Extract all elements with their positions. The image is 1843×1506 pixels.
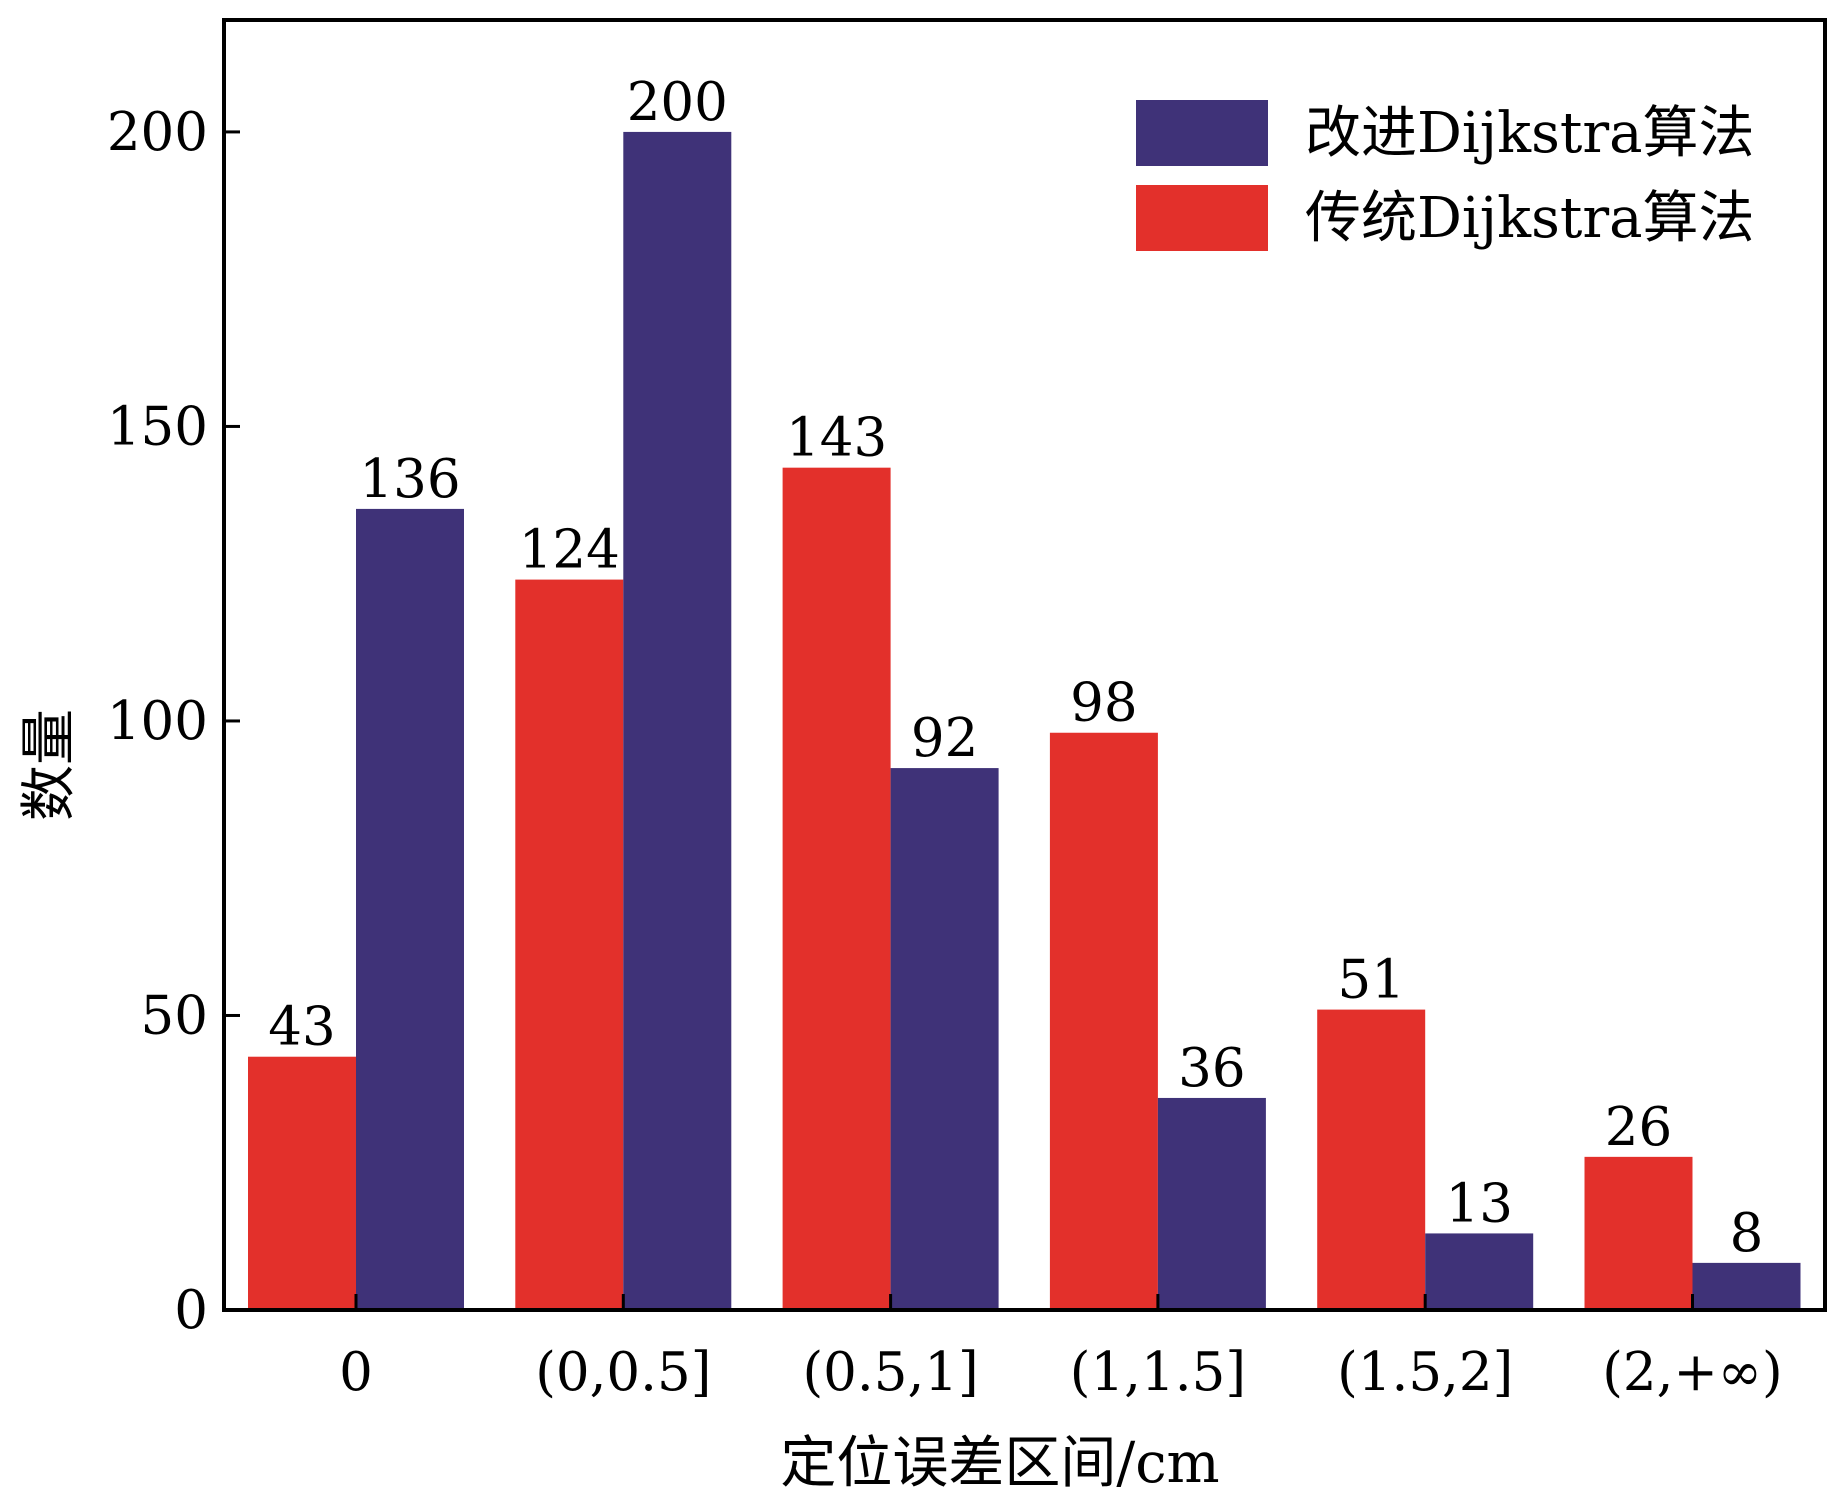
bar-improved <box>623 131 732 1310</box>
data-label: 143 <box>786 408 887 469</box>
bar-traditional <box>782 467 891 1310</box>
data-label: 92 <box>911 708 978 769</box>
bar-improved <box>890 768 999 1310</box>
bar-traditional <box>1049 732 1158 1310</box>
x-tick-label: (0.5,1] <box>802 1342 978 1403</box>
y-tick-label: 0 <box>174 1280 208 1341</box>
data-label: 51 <box>1337 950 1404 1011</box>
legend-swatch <box>1136 185 1268 251</box>
x-axis-label: 定位误差区间/cm <box>780 1431 1219 1496</box>
y-tick-label: 150 <box>107 396 208 457</box>
bar-improved <box>1425 1233 1534 1310</box>
x-tick-label: (1,1.5] <box>1070 1342 1246 1403</box>
data-label: 13 <box>1445 1173 1512 1234</box>
data-label: 98 <box>1070 673 1137 734</box>
legend-label: 改进Dijkstra算法 <box>1305 101 1755 166</box>
bar-improved <box>1157 1097 1266 1310</box>
bar-improved <box>1692 1262 1801 1310</box>
x-tick-label: (1.5,2] <box>1337 1342 1513 1403</box>
data-label: 200 <box>627 72 728 133</box>
legend-swatch <box>1136 100 1268 166</box>
data-label: 26 <box>1605 1097 1672 1158</box>
bar-improved <box>356 508 464 1310</box>
bar-traditional <box>1317 1009 1426 1310</box>
plot-frame <box>222 18 1827 1312</box>
data-label: 36 <box>1178 1038 1245 1099</box>
legend-label: 传统Dijkstra算法 <box>1305 186 1755 251</box>
y-axis-label: 数量 <box>17 709 82 821</box>
bar-traditional <box>248 1056 356 1310</box>
bar-traditional <box>1584 1156 1693 1310</box>
x-tick-label: (0,0.5] <box>535 1342 711 1403</box>
bar-traditional <box>515 579 624 1310</box>
x-tick-label: 0 <box>339 1342 373 1403</box>
data-label: 136 <box>359 449 460 510</box>
y-tick-label: 200 <box>107 102 208 163</box>
data-label: 124 <box>519 520 620 581</box>
x-tick-label: (2,+∞) <box>1602 1342 1782 1403</box>
y-tick-label: 100 <box>107 691 208 752</box>
data-label: 8 <box>1730 1203 1764 1264</box>
y-tick-label: 50 <box>141 985 208 1046</box>
data-label: 43 <box>268 997 335 1058</box>
